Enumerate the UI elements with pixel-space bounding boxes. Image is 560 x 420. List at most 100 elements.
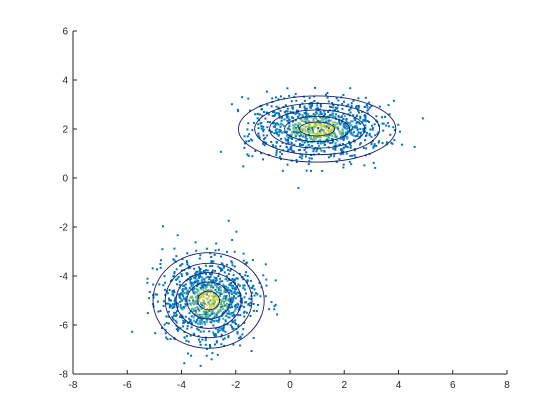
data-point: [246, 135, 249, 138]
data-point: [275, 153, 278, 156]
data-point: [335, 113, 337, 116]
data-point: [178, 294, 181, 297]
y-tick-label: 4: [62, 76, 68, 87]
data-point: [342, 129, 345, 132]
data-point: [213, 253, 216, 256]
data-point: [182, 325, 185, 328]
data-point: [318, 130, 321, 133]
data-point: [241, 96, 244, 99]
data-point: [350, 124, 353, 127]
data-point: [217, 275, 220, 277]
data-point: [277, 123, 280, 126]
data-point: [276, 132, 279, 135]
data-point: [392, 126, 395, 129]
data-point: [243, 135, 246, 138]
data-point: [301, 127, 304, 130]
data-point: [348, 160, 351, 163]
data-point: [358, 136, 361, 139]
data-point: [230, 298, 233, 301]
data-point: [301, 116, 304, 118]
data-point: [243, 315, 246, 318]
data-point: [228, 289, 231, 292]
data-point: [220, 293, 223, 295]
data-point: [389, 133, 392, 136]
data-point: [301, 119, 304, 122]
data-point: [388, 113, 391, 116]
data-point: [182, 295, 185, 298]
data-point: [374, 134, 377, 137]
data-point: [167, 322, 170, 325]
data-point: [329, 119, 332, 122]
data-point: [179, 327, 182, 330]
data-point: [273, 308, 276, 311]
data-point: [270, 141, 273, 143]
data-point: [230, 260, 233, 263]
data-point: [251, 291, 254, 294]
data-point: [364, 118, 367, 121]
data-point: [372, 145, 375, 148]
data-point: [192, 316, 195, 319]
data-point: [206, 312, 209, 315]
data-point: [159, 259, 162, 262]
data-point: [214, 333, 217, 335]
data-point: [317, 130, 319, 133]
data-point: [191, 284, 194, 287]
data-point: [207, 301, 210, 304]
data-point: [345, 118, 348, 121]
data-point: [239, 300, 242, 302]
data-point: [184, 305, 187, 308]
data-point: [310, 104, 313, 107]
data-point: [304, 112, 307, 115]
data-point: [227, 219, 230, 222]
data-point: [341, 143, 344, 145]
data-point: [208, 290, 211, 293]
data-point: [181, 293, 184, 296]
data-point: [191, 296, 194, 299]
data-point: [185, 287, 188, 290]
data-point: [247, 154, 250, 157]
data-point: [327, 137, 330, 140]
data-point: [355, 124, 358, 127]
data-point: [362, 146, 365, 149]
data-point: [211, 264, 214, 267]
data-point: [294, 133, 297, 136]
data-point: [399, 130, 401, 133]
data-point: [288, 119, 291, 121]
data-point: [211, 302, 214, 305]
data-point: [294, 123, 297, 126]
data-point: [221, 312, 224, 315]
data-point: [321, 118, 324, 121]
contour-line: [197, 290, 220, 311]
data-point: [210, 285, 213, 288]
data-point: [165, 302, 168, 305]
data-point: [342, 122, 345, 125]
data-point: [312, 150, 315, 153]
data-point: [226, 250, 228, 253]
data-point: [175, 268, 178, 271]
data-point: [316, 107, 319, 110]
data-point: [173, 271, 176, 273]
data-point: [226, 288, 229, 291]
data-point: [297, 149, 300, 152]
data-point: [291, 150, 294, 152]
data-point: [226, 279, 229, 282]
data-point: [237, 303, 240, 306]
data-point: [287, 136, 290, 139]
data-point: [233, 313, 236, 316]
data-point: [297, 187, 300, 190]
data-point: [294, 128, 297, 131]
data-point: [199, 343, 202, 346]
data-point: [308, 157, 311, 160]
data-point: [377, 141, 380, 144]
data-point: [227, 286, 230, 289]
data-point: [290, 133, 293, 136]
data-point: [176, 305, 179, 308]
data-point: [208, 330, 211, 333]
data-point: [171, 316, 174, 318]
data-point: [321, 169, 324, 172]
data-point: [309, 106, 312, 109]
data-point: [233, 305, 236, 308]
data-point: [178, 296, 181, 299]
data-point: [247, 140, 250, 142]
data-point: [316, 124, 319, 127]
